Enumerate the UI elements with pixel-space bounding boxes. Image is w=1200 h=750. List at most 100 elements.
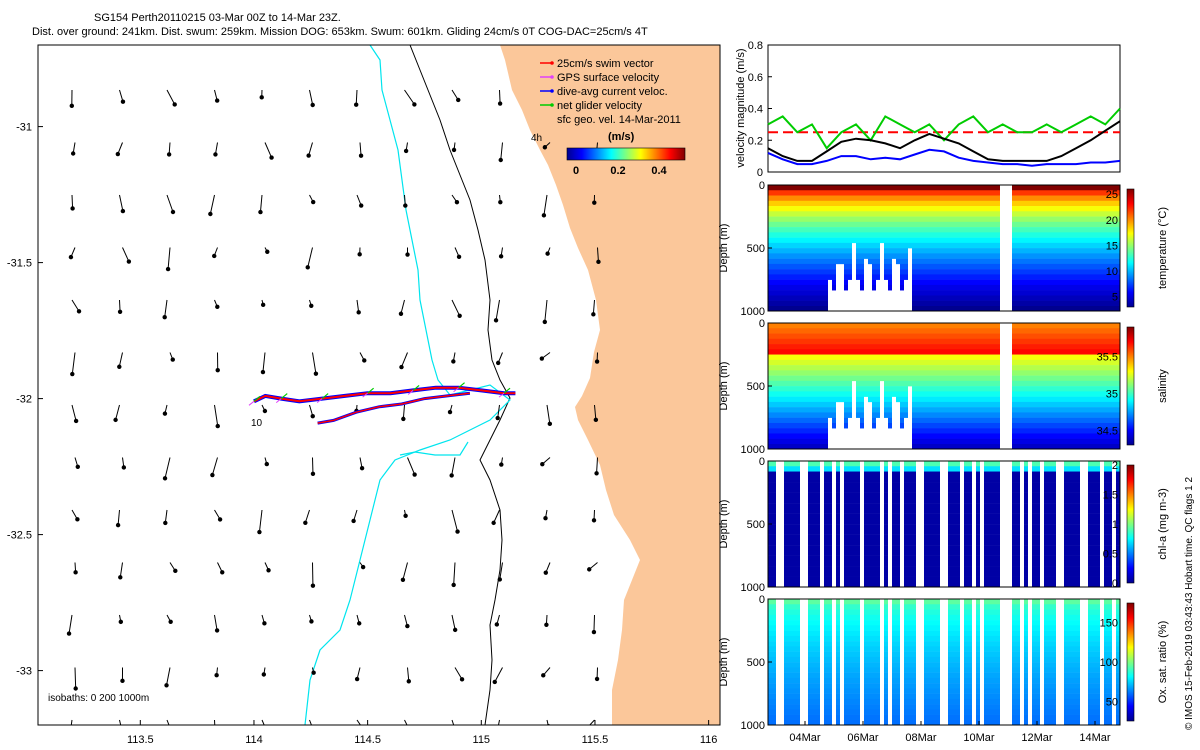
profile-sample <box>1044 295 1048 301</box>
profile-sample <box>908 375 912 382</box>
profile-sample <box>1024 365 1028 371</box>
profile-sample <box>832 221 836 228</box>
profile-sample <box>784 466 788 472</box>
profile-sample <box>1028 221 1032 228</box>
profile-sample <box>996 365 1000 371</box>
profile-sample <box>808 466 812 472</box>
profile-sample <box>828 349 832 355</box>
profile-sample <box>1084 263 1088 270</box>
profile-sample <box>772 344 776 350</box>
profile-sample <box>960 323 964 329</box>
profile-sample <box>792 461 796 467</box>
profile-sample <box>1024 206 1028 212</box>
profile-sample <box>864 492 868 499</box>
velocity-arrow-head <box>262 408 268 414</box>
profile-sample <box>1112 227 1116 233</box>
profile-sample <box>976 190 980 196</box>
velocity-arrow-head <box>495 415 500 421</box>
profile-sample <box>1020 253 1024 259</box>
profile-sample <box>988 438 992 445</box>
profile-sample <box>1056 253 1060 259</box>
profile-sample <box>772 576 776 583</box>
profile-sample <box>872 560 876 567</box>
profile-sample <box>904 274 908 280</box>
profile-sample <box>856 354 860 361</box>
profile-sample <box>972 306 976 312</box>
profile-sample <box>820 365 824 371</box>
profile-sample <box>864 482 868 488</box>
profile-sample <box>872 471 876 478</box>
profile-sample <box>876 401 880 408</box>
profile-sample <box>852 534 856 541</box>
profile-sample <box>1076 422 1080 429</box>
profile-sample <box>776 195 780 202</box>
profile-sample <box>808 545 812 551</box>
profile-sample <box>976 284 980 291</box>
profile-sample <box>772 407 776 413</box>
profile-sample <box>968 359 972 366</box>
profile-sample <box>816 550 820 556</box>
profile-sample <box>1088 354 1092 361</box>
profile-sample <box>1032 206 1036 212</box>
profile-sample <box>1088 370 1092 376</box>
profile-sample <box>892 328 896 334</box>
profile-sample <box>1052 375 1056 382</box>
profile-sample <box>792 482 796 488</box>
profile-sample <box>876 482 880 488</box>
profile-sample <box>912 566 916 572</box>
profile-sample <box>856 503 860 509</box>
profile-sample <box>800 274 804 280</box>
track-swim-line <box>253 386 516 403</box>
profile-sample <box>768 242 772 249</box>
profile-sample <box>796 263 800 270</box>
velocity-arrow-head <box>120 99 126 104</box>
profile-sample <box>872 487 876 493</box>
profile-sample <box>1100 206 1104 212</box>
net-velocity-vector <box>503 387 511 394</box>
profile-sample <box>1068 237 1072 244</box>
profile-sample <box>900 365 904 371</box>
profile-sample <box>1108 407 1112 413</box>
profile-sample <box>928 200 932 207</box>
profile-sample <box>968 380 972 387</box>
profile-sample <box>800 333 804 340</box>
profile-sample <box>1088 333 1092 340</box>
profile-sample <box>1016 412 1020 418</box>
profile-sample <box>832 195 836 202</box>
profile-sample <box>840 185 844 191</box>
profile-sample <box>848 242 852 249</box>
profile-sample <box>776 433 780 439</box>
gps-velocity-vector <box>498 392 505 398</box>
profile-sample <box>792 417 796 424</box>
profile-sample <box>944 422 948 429</box>
profile-sample <box>872 396 876 403</box>
profile-sample <box>800 263 804 270</box>
profile-sample <box>880 232 884 238</box>
profile-sample <box>884 497 888 504</box>
profile-sample <box>788 417 792 424</box>
profile-sample <box>1116 444 1120 450</box>
profile-sample <box>908 380 912 387</box>
profile-sample <box>1028 338 1032 345</box>
profile-sample <box>976 242 980 249</box>
profile-sample <box>932 407 936 413</box>
profile-sample <box>1112 375 1116 382</box>
profile-sample <box>804 396 808 403</box>
profile-sample <box>820 195 824 202</box>
profile-sample <box>1028 237 1032 244</box>
profile-sample <box>936 216 940 223</box>
profile-sample <box>1060 375 1064 382</box>
profile-sample <box>808 359 812 366</box>
profile-sample <box>864 391 868 397</box>
profile-sample <box>828 323 832 329</box>
profile-sample <box>868 461 872 467</box>
profile-sample <box>1108 412 1112 418</box>
profile-sample <box>824 566 828 572</box>
profile-sample <box>860 284 864 291</box>
profile-sample <box>996 221 1000 228</box>
profile-sample <box>936 349 940 355</box>
profile-sample <box>784 380 788 387</box>
profile-sample <box>940 242 944 249</box>
profile-sample <box>960 365 964 371</box>
profile-sample <box>788 227 792 233</box>
